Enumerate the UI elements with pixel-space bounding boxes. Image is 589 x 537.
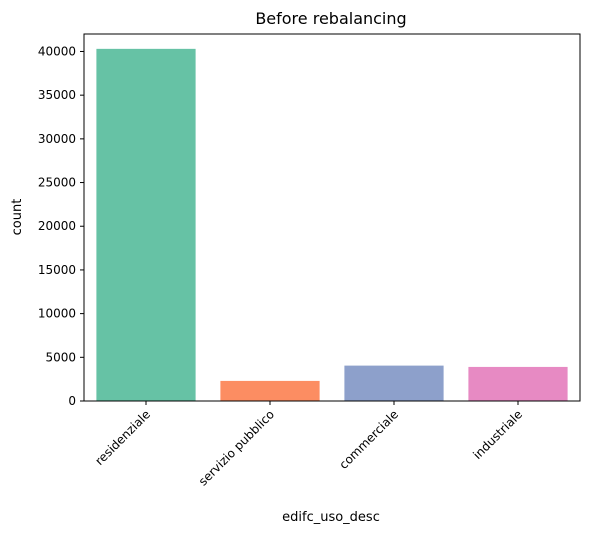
x-tick-label: commerciale bbox=[337, 407, 402, 472]
y-tick-label: 35000 bbox=[38, 88, 76, 102]
y-tick-label: 40000 bbox=[38, 44, 76, 58]
y-axis: 0 5000 10000 15000 20000 25000 30000 35000 40000 bbox=[38, 44, 84, 408]
bar-industriale bbox=[468, 366, 568, 401]
y-tick-label: 5000 bbox=[45, 350, 76, 364]
y-axis-label: count bbox=[10, 199, 25, 236]
x-tick-label: industriale bbox=[470, 407, 525, 462]
chart-title: Before rebalancing bbox=[255, 9, 406, 28]
plot-frame bbox=[83, 33, 581, 402]
x-tick-label: residenziale bbox=[92, 407, 153, 468]
y-tick-label: 0 bbox=[68, 394, 76, 408]
bar-residenziale bbox=[96, 48, 196, 401]
y-tick-label: 20000 bbox=[38, 219, 76, 233]
y-tick-label: 15000 bbox=[38, 263, 76, 277]
y-tick-label: 30000 bbox=[38, 132, 76, 146]
x-tick-label: servizio pubblico bbox=[196, 407, 277, 488]
y-tick-label: 10000 bbox=[38, 307, 76, 321]
bar-commerciale bbox=[344, 365, 444, 401]
bar-servizio-pubblico bbox=[220, 380, 320, 401]
x-axis-label: edifc_uso_desc bbox=[282, 510, 380, 525]
x-axis: residenziale servizio pubblico commerciale… bbox=[92, 401, 525, 488]
y-tick-label: 25000 bbox=[38, 176, 76, 190]
bars-layer bbox=[96, 48, 568, 401]
